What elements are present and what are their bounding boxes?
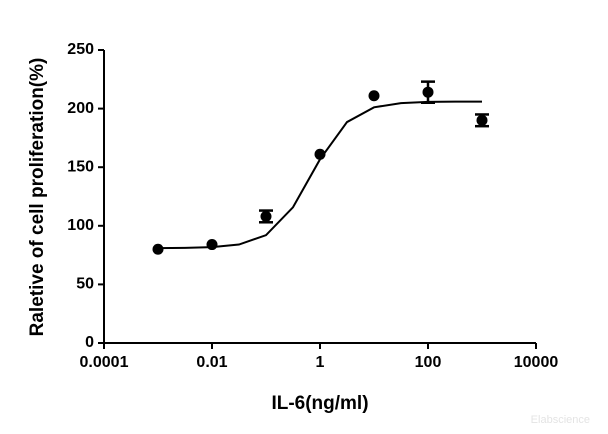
data-point — [206, 239, 218, 251]
y-axis-title: Raletive of cell proliferation(%) — [27, 58, 48, 337]
y-tick-label: 100 — [67, 217, 94, 234]
y-tick-label: 200 — [67, 100, 94, 117]
x-tick-label: 1 — [316, 354, 325, 371]
data-point — [260, 210, 272, 222]
data-point — [368, 90, 380, 102]
watermark: Elabscience — [531, 414, 590, 426]
data-point — [476, 114, 488, 126]
y-tick-label: 250 — [67, 41, 94, 58]
x-tick-label: 100 — [415, 354, 442, 371]
x-axis-title: IL-6(ng/ml) — [271, 393, 368, 414]
x-tick-label: 0.01 — [196, 354, 227, 371]
x-tick-label: 0.0001 — [80, 354, 129, 371]
y-tick-label: 0 — [85, 334, 94, 351]
x-tick-label: 10000 — [514, 354, 559, 371]
data-point — [422, 86, 434, 98]
y-tick-label: 50 — [76, 276, 94, 293]
fit-curve — [157, 100, 483, 250]
y-tick-label: 150 — [67, 158, 94, 175]
data-point — [152, 243, 164, 255]
